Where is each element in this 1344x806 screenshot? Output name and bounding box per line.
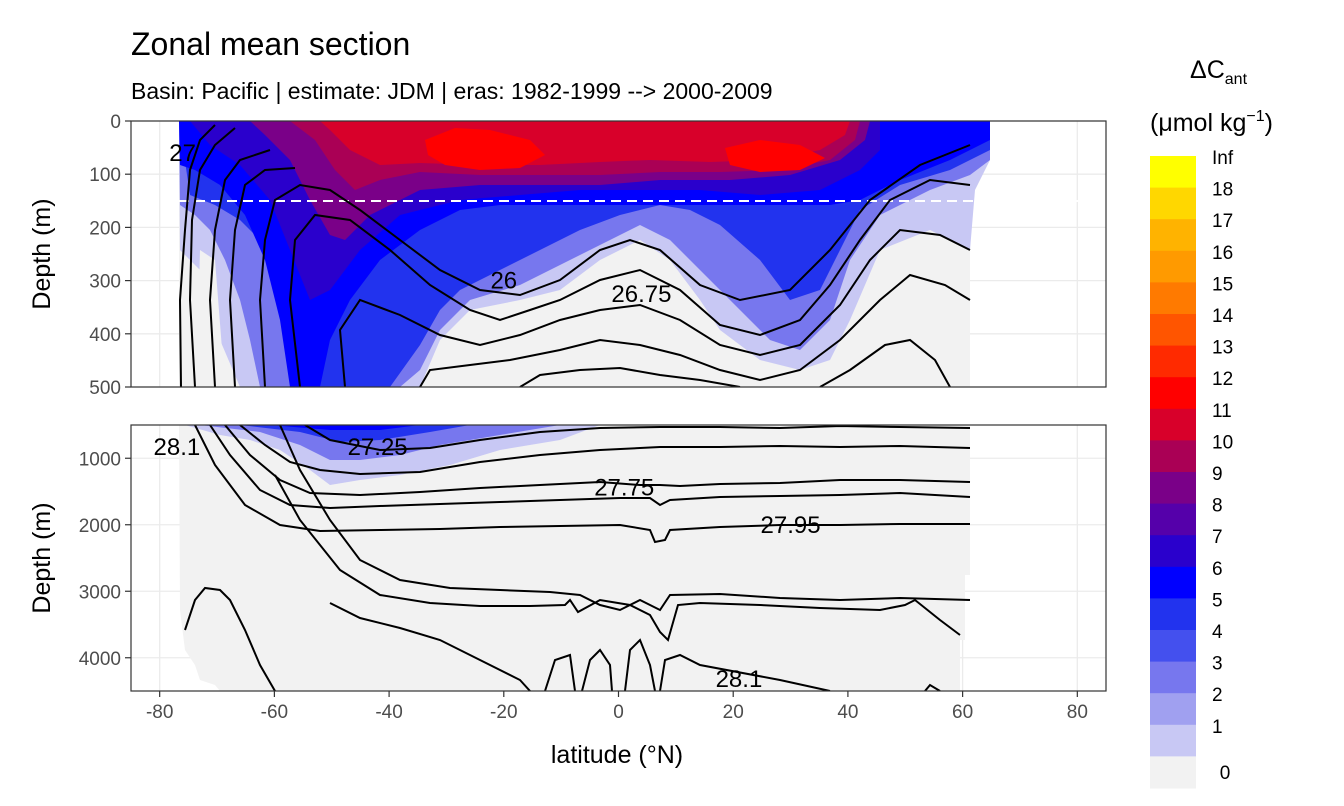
x-tick-label: -80 [146,702,173,723]
y-top-tick-label: 200 [89,218,121,239]
top-panel: 26 26.75 27 0 100 200 300 400 500 [89,112,1107,399]
y-axis-title-bottom: Depth (m) [28,502,56,613]
legend-label: 17 [1212,211,1233,232]
top-field-level-12-west [425,128,545,170]
legend-label: 2 [1212,685,1223,706]
y-top-tick-label: 0 [110,112,121,133]
legend-label: 6 [1212,559,1223,580]
x-tick-label: -40 [375,702,402,723]
y-bottom-tick-label: 4000 [79,649,121,670]
legend-label: 4 [1212,622,1223,643]
bottom-field-level-4 [200,425,560,460]
legend-label: 3 [1212,654,1223,675]
legend-label: Inf [1212,148,1234,169]
legend-title-main: ΔC [1190,56,1225,84]
top-panel-contour-labels: 26 26.75 27 [169,140,671,308]
legend-label: 18 [1212,180,1233,201]
legend-label: 7 [1212,527,1223,548]
legend-color-swatch [1150,535,1196,568]
legend-color-swatch [1150,314,1196,347]
contour-label: 27 [169,140,196,167]
legend-label: 15 [1212,274,1233,295]
legend-color-swatch [1150,377,1196,410]
y-bottom-tick-label: 1000 [79,449,121,470]
contour-label: 28.1 [716,666,763,693]
legend-color-swatch [1150,724,1196,757]
contour-label: 27.25 [348,434,408,461]
top-panel-border [130,120,1107,388]
legend-label: 12 [1212,369,1233,390]
legend-label: 5 [1212,590,1223,611]
color-legend: ΔCant (μmol kg−1) Inf1817161514131211109… [1150,56,1273,789]
y-top-tick-label: 400 [89,325,121,346]
legend-units-main: (μmol kg [1150,109,1246,137]
x-axis-title: latitude (°N) [551,741,683,769]
legend-color-swatch [1150,440,1196,473]
y-top-tick-label: 300 [89,272,121,293]
x-tick-label: 40 [837,702,858,723]
legend-color-swatch [1150,566,1196,599]
legend-units: (μmol kg−1) [1150,108,1273,137]
contour-label: 28.1 [154,434,201,461]
legend-label: 9 [1212,464,1223,485]
legend-label: 8 [1212,496,1223,517]
legend-label: 10 [1212,432,1233,453]
legend-title-sub: ant [1225,71,1248,88]
y-bottom-tick-label: 2000 [79,516,121,537]
legend-label: 11 [1212,401,1232,422]
bottom-panel: 28.1 27.25 27.75 27.95 28.1 1000 2000 3000 4000… [79,424,1107,723]
legend-color-swatch [1150,345,1196,378]
legend-color-swatch [1150,756,1196,789]
legend-color-swatch [1150,503,1196,536]
x-tick-label: 80 [1067,702,1088,723]
legend-units-sup: −1 [1246,108,1264,125]
x-tick-label: -60 [261,702,288,723]
y-bottom-tick-label: 3000 [79,582,121,603]
legend-label: 16 [1212,243,1233,264]
top-panel-field [131,121,1106,387]
bottom-panel-field [179,425,971,691]
top-field-level-12-east [725,140,825,172]
bottom-field-light [179,425,970,691]
contour-label: 27.95 [761,512,821,539]
legend-label: 1 [1212,717,1223,738]
legend-color-swatch [1150,156,1196,189]
legend-label: 0 [1220,763,1231,784]
legend-color-swatch [1150,472,1196,505]
bottom-field-level-6 [240,425,470,442]
x-axis: -80 -60 -40 -20 0 20 40 60 80 [146,691,1088,723]
legend-label: 14 [1212,306,1234,327]
x-tick-label: 20 [723,702,744,723]
chart-title: Zonal mean section [131,26,410,62]
contour-label: 26.75 [611,281,671,308]
legend-color-swatch [1150,408,1196,441]
x-tick-label: 0 [613,702,624,723]
x-tick-label: -20 [490,702,517,723]
legend-color-swatch [1150,250,1196,283]
contour-label: 26 [490,268,517,295]
bottom-panel-y-axis: 1000 2000 3000 4000 [79,449,131,670]
y-top-tick-label: 100 [89,165,121,186]
legend-color-swatch [1150,630,1196,663]
bottom-panel-contours [184,425,971,691]
y-top-tick-label: 500 [89,378,121,399]
legend-title: ΔCant [1190,56,1248,88]
chart-subtitle: Basin: Pacific | estimate: JDM | eras: 1… [131,78,773,104]
legend-color-swatch [1150,219,1196,252]
contour-label: 27.75 [594,475,654,502]
bottom-panel-contour-labels: 28.1 27.25 27.75 27.95 28.1 [154,434,821,693]
y-axis-title-top: Depth (m) [28,198,56,309]
top-panel-contours [178,124,971,387]
legend-color-swatch [1150,187,1196,220]
x-tick-label: 60 [952,702,973,723]
legend-color-swatch [1150,598,1196,631]
legend-color-swatch [1150,693,1196,726]
top-panel-y-axis: 0 100 200 300 400 500 [89,112,131,399]
legend-units-end: ) [1265,109,1273,137]
legend-color-swatch [1150,661,1196,694]
legend-label: 13 [1212,338,1233,359]
legend-color-swatch [1150,282,1196,315]
